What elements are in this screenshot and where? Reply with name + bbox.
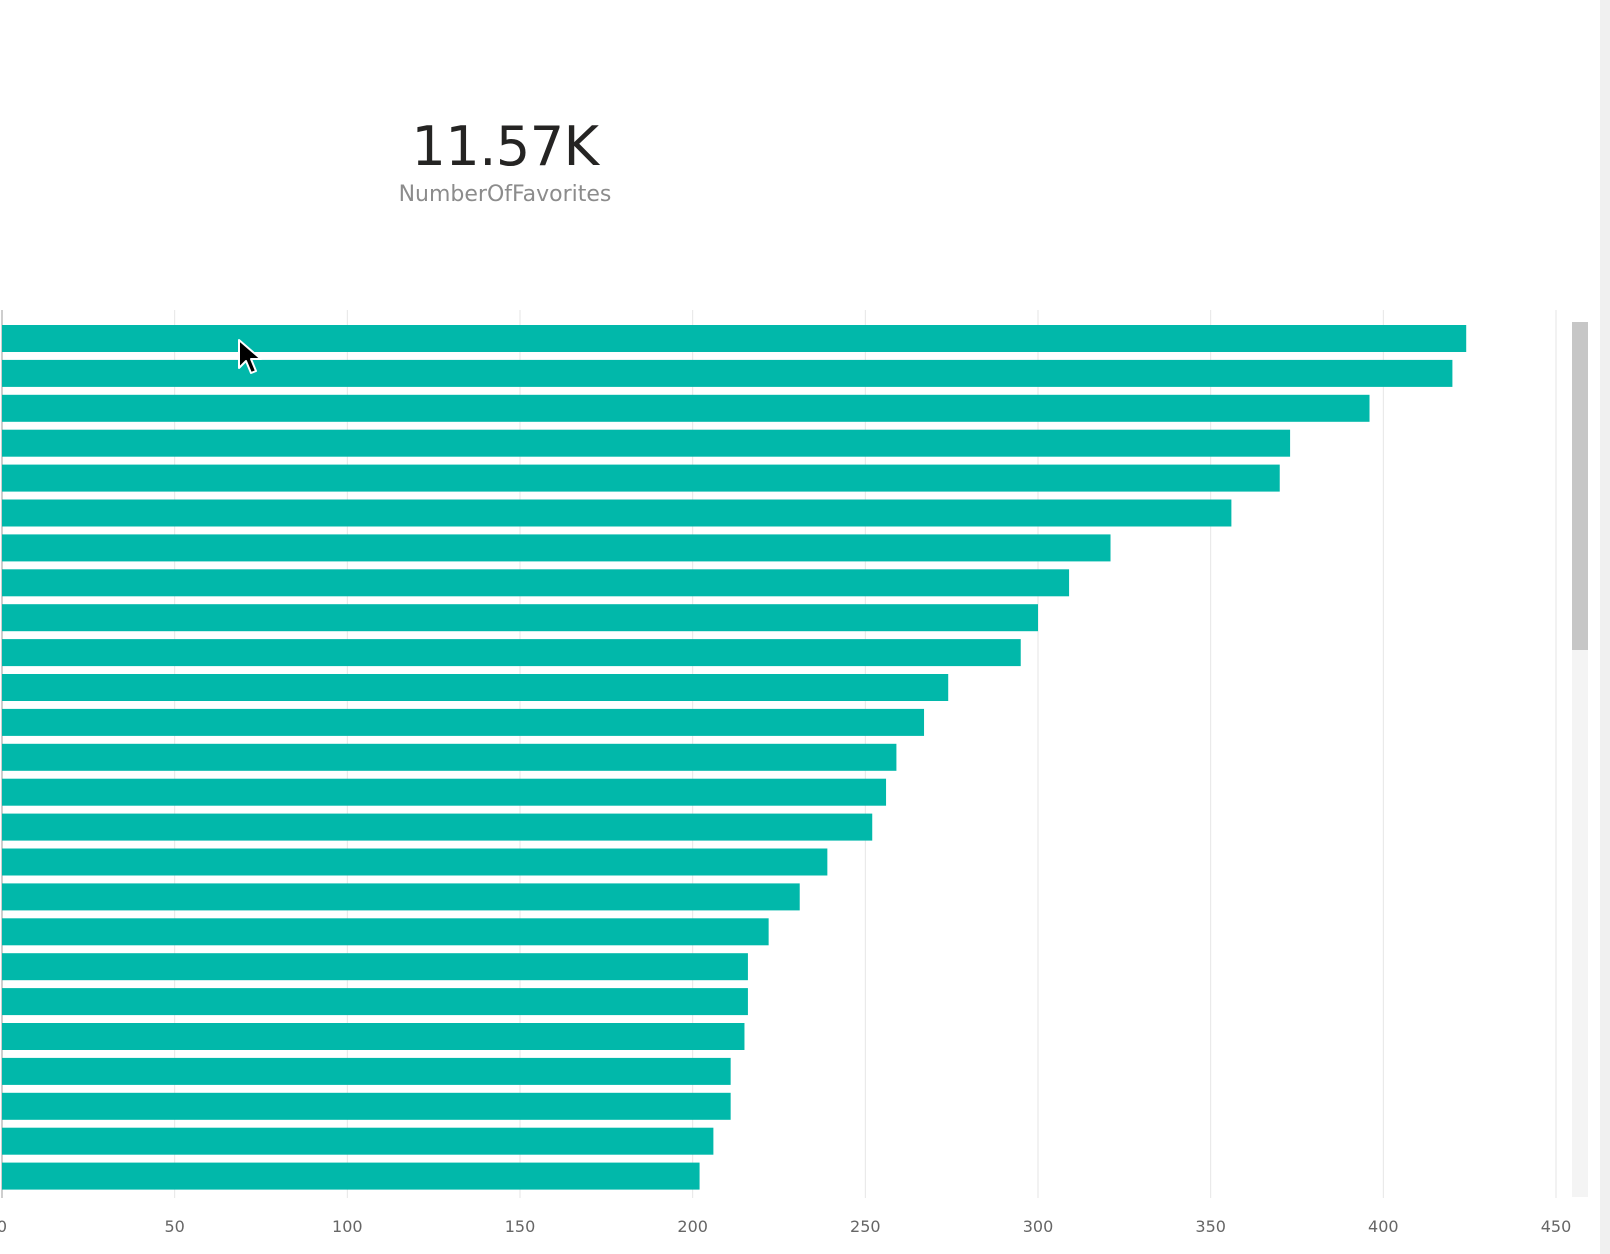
bar-6[interactable] — [2, 499, 1232, 527]
bar-22[interactable] — [2, 1057, 731, 1085]
x-tick-label-450: 450 — [1541, 1217, 1572, 1236]
x-tick-label-250: 250 — [850, 1217, 881, 1236]
bar-25[interactable] — [2, 1162, 700, 1190]
bar-9[interactable] — [2, 604, 1038, 632]
bar-13[interactable] — [2, 743, 897, 771]
bar-19[interactable] — [2, 953, 748, 981]
bar-16[interactable] — [2, 848, 828, 876]
bar-21[interactable] — [2, 1023, 745, 1050]
bar-3[interactable] — [2, 394, 1370, 422]
bar-1[interactable] — [2, 325, 1467, 352]
bar-11[interactable] — [2, 674, 949, 701]
kpi-value: 11.57K — [411, 115, 599, 178]
bar-24[interactable] — [2, 1127, 714, 1155]
x-tick-label-50: 50 — [164, 1217, 184, 1236]
bar-4[interactable] — [2, 429, 1291, 457]
x-tick-label-0: 0 — [0, 1217, 7, 1236]
mouse-pointer-icon — [238, 339, 262, 374]
bar-2[interactable] — [2, 359, 1453, 387]
x-tick-label-200: 200 — [677, 1217, 708, 1236]
x-tick-label-400: 400 — [1368, 1217, 1399, 1236]
bar-23[interactable] — [2, 1092, 731, 1120]
bar-17[interactable] — [2, 883, 800, 911]
window-edge — [1600, 0, 1610, 1254]
bar-10[interactable] — [2, 639, 1021, 667]
bar-5[interactable] — [2, 464, 1280, 492]
kpi-label: NumberOfFavorites — [398, 182, 612, 207]
x-tick-label-300: 300 — [1023, 1217, 1054, 1236]
bar-18[interactable] — [2, 918, 769, 946]
bar-7[interactable] — [2, 534, 1111, 562]
bar-15[interactable] — [2, 813, 873, 841]
bar-14[interactable] — [2, 778, 887, 806]
x-tick-label-350: 350 — [1195, 1217, 1226, 1236]
kpi-card[interactable]: 11.57K NumberOfFavorites — [300, 100, 710, 220]
bar-8[interactable] — [2, 569, 1070, 597]
x-tick-label-150: 150 — [505, 1217, 536, 1236]
bar-12[interactable] — [2, 708, 925, 736]
bar-20[interactable] — [2, 988, 748, 1016]
x-tick-label-100: 100 — [332, 1217, 363, 1236]
chart-scrollbar-thumb[interactable] — [1572, 322, 1588, 650]
